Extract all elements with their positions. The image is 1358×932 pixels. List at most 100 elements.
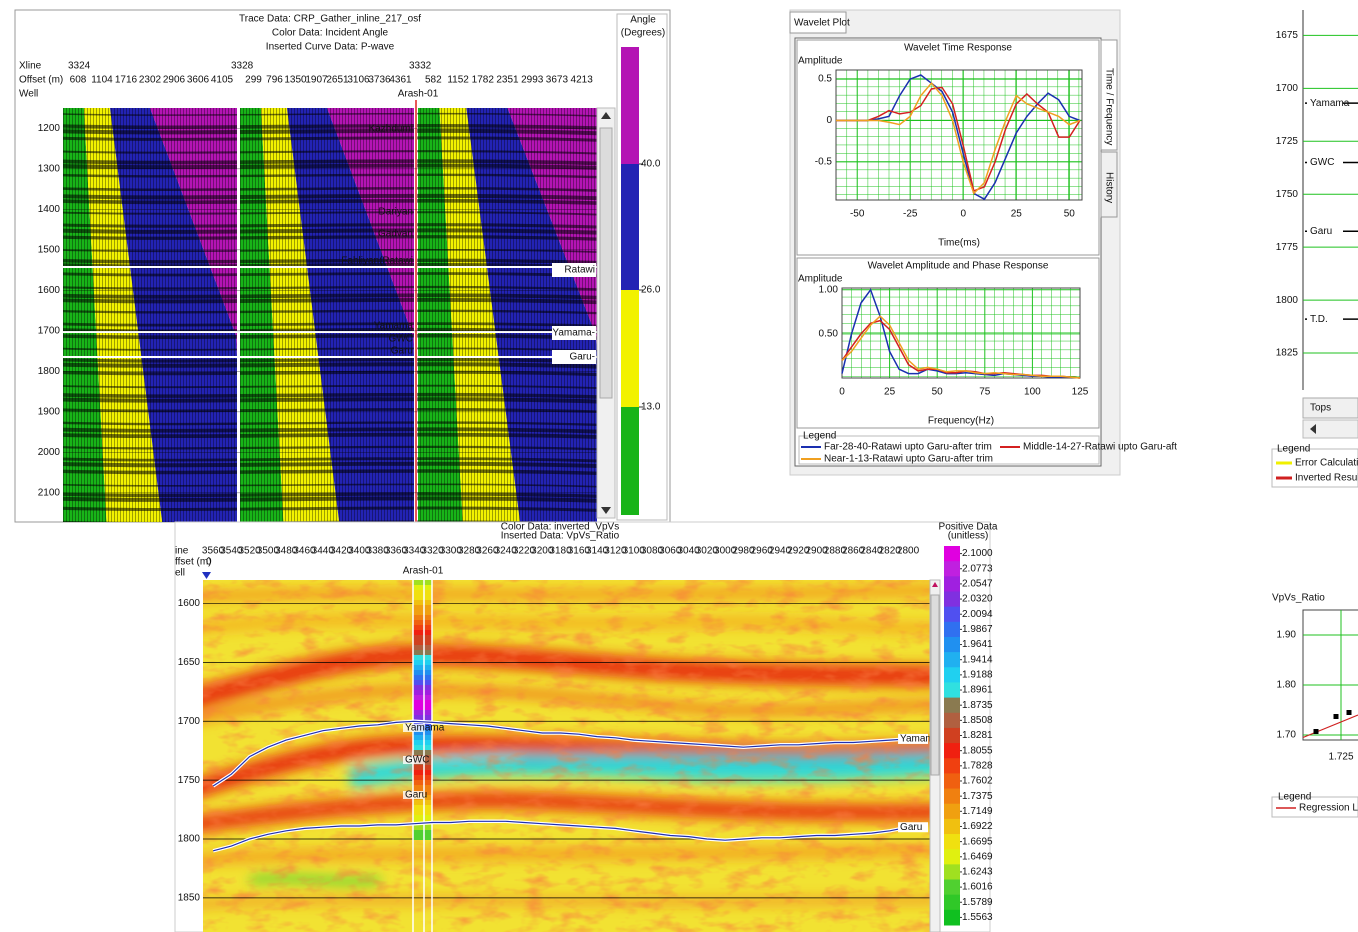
depth-tick-label: 1750 (1276, 189, 1299, 200)
log-sample (413, 590, 432, 595)
colorbar-cell (944, 727, 960, 744)
xline-label: 3540 (220, 546, 243, 557)
offset-label: 2351 (496, 75, 519, 86)
xline-label: 3360 (385, 546, 408, 557)
right-label: Ratawi (564, 265, 595, 276)
colorbar-cell (944, 606, 960, 623)
colorbar-tick-label: 1.6016 (962, 882, 993, 893)
legend-title: Legend (1278, 792, 1311, 803)
y-tick-label: 0.5 (818, 74, 832, 85)
xline-label: 2860 (842, 546, 865, 557)
offset-label: 2651 (326, 75, 349, 86)
colorbar-cell (944, 667, 960, 683)
depth-tick-label: 1775 (1276, 242, 1299, 253)
x-tick-label: 125 (1072, 387, 1089, 398)
reflector (63, 198, 597, 205)
offset-label: 1104 (91, 75, 113, 86)
reflector (63, 421, 597, 427)
time-tick-label: 1300 (38, 163, 61, 174)
reflector (63, 159, 597, 166)
reflector (63, 362, 597, 369)
tab-label: Wavelet Plot (794, 18, 850, 29)
reflector (63, 496, 597, 503)
reflector (63, 248, 597, 253)
xline-label: 3080 (641, 546, 664, 557)
log-sample (413, 665, 432, 670)
reflector (63, 136, 597, 142)
chart-title: Wavelet Amplitude and Phase Response (868, 261, 1049, 272)
colorbar-tick-label: 1.8961 (962, 685, 993, 696)
plot-border (1302, 609, 1358, 741)
seismic-image (63, 108, 597, 522)
log-sample (413, 605, 432, 610)
xline-label: 3280 (458, 546, 481, 557)
colorbar-cell (944, 621, 960, 638)
y-tick-label: 1.70 (1277, 730, 1297, 741)
inversion-image: Yamama Garu Yamama GWC Garu (203, 580, 930, 932)
side-tab-label: History (1103, 172, 1114, 203)
colorbar-cell (944, 788, 960, 805)
reflector (63, 397, 597, 404)
xline-label: 3328 (231, 61, 254, 72)
well-top-bg (403, 791, 423, 799)
reflector (63, 228, 597, 235)
reflector (63, 427, 597, 434)
offset-label: 1782 (472, 75, 495, 86)
offset-value: 0 (206, 557, 212, 568)
trace-texture (240, 108, 414, 522)
xline-label: 2900 (805, 546, 828, 557)
panel-title: Trace Data: CRP_Gather_inline_217_osf (239, 14, 421, 25)
reflector (63, 309, 597, 315)
colorbar-tick-label: 1.7602 (962, 776, 993, 787)
time-tick-label: 1800 (38, 366, 61, 377)
xline-label: 3000 (714, 546, 737, 557)
colorbar-tick-label: 1.7375 (962, 791, 993, 802)
chart-title: Wavelet Time Response (904, 43, 1012, 54)
depth-tick-label: 1700 (1276, 83, 1299, 94)
y-tick-label: 1.00 (819, 284, 839, 295)
series-line (836, 82, 1081, 195)
log-sample (413, 580, 432, 585)
log-sample (413, 815, 432, 820)
reflector (63, 445, 597, 451)
xline-label: 3380 (367, 546, 390, 557)
depth-tick-label: 1675 (1276, 30, 1299, 41)
well-label: Arash-01 (398, 89, 439, 100)
colorbar-tick-label: 1.6469 (962, 851, 993, 862)
time-tick-label: 1600 (38, 285, 61, 296)
time-tick-label: 1850 (178, 893, 201, 904)
log-sample (413, 670, 432, 675)
log-sample (413, 680, 432, 685)
colorbar-tick-label: 1.5563 (962, 912, 993, 923)
xline-label: 2940 (769, 546, 792, 557)
offset-label: 1350 (284, 75, 307, 86)
scroll-down (601, 507, 611, 514)
legend-label: Inverted Result (1295, 473, 1358, 484)
panel-title: Inserted Curve Data: P-wave (266, 42, 395, 53)
time-tick-label: 1750 (178, 775, 201, 786)
reflector (63, 322, 597, 328)
scrollbar (1302, 419, 1358, 439)
scroll-thumb (599, 127, 613, 399)
colorbar-cell (944, 909, 960, 926)
xline-label: 3520 (239, 546, 262, 557)
legend-label: Error Calculation Wi (1295, 458, 1358, 469)
xline-label: 3220 (513, 546, 536, 557)
series-line (836, 74, 1081, 201)
reflector (63, 333, 597, 340)
reflector (63, 457, 597, 463)
x-axis-label: Time(ms) (938, 238, 980, 249)
top-label-bg (1307, 313, 1343, 326)
colorbar-cell (944, 561, 960, 577)
legend-label: Middle-14-27-Ratawi upto Garu-aft (1023, 442, 1177, 453)
xline-label: 3020 (696, 546, 719, 557)
reflector (63, 186, 597, 192)
top-label: Yamama (1310, 98, 1350, 109)
log-sample (413, 600, 432, 605)
colorbar-cell (944, 879, 960, 896)
horizon-label: Gadvan (378, 229, 413, 240)
x-tick-label: 25 (1011, 209, 1023, 220)
reflector (63, 193, 597, 201)
log-sample (413, 625, 432, 630)
row-label: Well (19, 89, 38, 100)
